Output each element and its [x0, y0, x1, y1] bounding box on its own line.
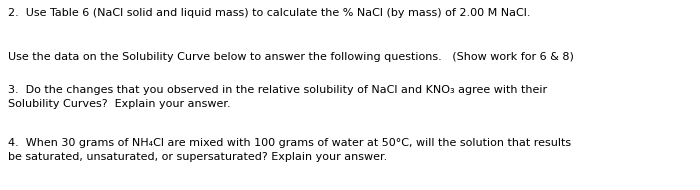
- Text: 3.  Do the changes that you observed in the relative solubility of NaCl and KNO₃: 3. Do the changes that you observed in t…: [8, 85, 547, 95]
- Text: 4.  When 30 grams of NH₄Cl are mixed with 100 grams of water at 50°C, will the s: 4. When 30 grams of NH₄Cl are mixed with…: [8, 138, 571, 148]
- Text: be saturated, unsaturated, or supersaturated? Explain your answer.: be saturated, unsaturated, or supersatur…: [8, 152, 387, 162]
- Text: 2.  Use Table 6 (NaCl solid and liquid mass) to calculate the % NaCl (by mass) o: 2. Use Table 6 (NaCl solid and liquid ma…: [8, 8, 531, 18]
- Text: Solubility Curves?  Explain your answer.: Solubility Curves? Explain your answer.: [8, 99, 230, 109]
- Text: Use the data on the Solubility Curve below to answer the following questions.   : Use the data on the Solubility Curve bel…: [8, 52, 574, 62]
